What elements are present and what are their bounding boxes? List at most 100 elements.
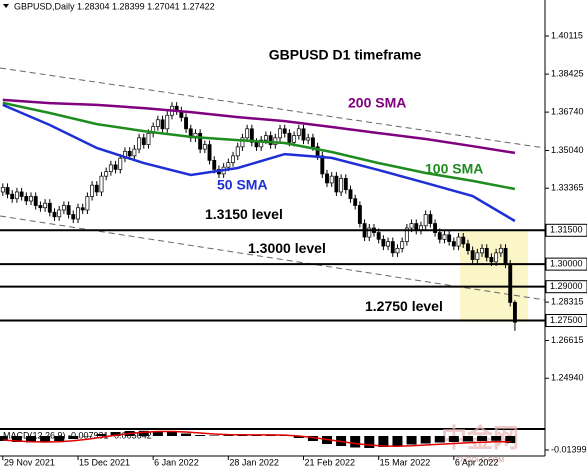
macd-bar <box>110 432 121 436</box>
macd-bar <box>293 436 304 438</box>
watermark-sub: CNGOLD.COM <box>456 457 504 464</box>
highlight-box <box>460 230 528 322</box>
candle-body <box>442 234 447 240</box>
candle-body <box>404 227 409 242</box>
level-label-box <box>545 223 587 237</box>
sma-label: 100 SMA <box>425 161 483 177</box>
macd-bar <box>434 436 445 443</box>
candle-body <box>0 187 5 193</box>
candle-body <box>414 223 419 231</box>
candle-body <box>329 175 334 184</box>
candle-body <box>475 252 480 260</box>
candle-body <box>428 214 433 224</box>
level-label: 1.30000 <box>550 259 583 269</box>
macd-bar <box>350 436 361 448</box>
sma-line <box>2 98 516 155</box>
macd-bar <box>364 436 375 448</box>
candle-body <box>212 160 217 170</box>
candle-body <box>390 241 395 254</box>
candle-body <box>66 205 71 215</box>
candle-body <box>278 128 282 139</box>
level-label-box <box>545 257 587 271</box>
macd-bar <box>406 436 417 445</box>
candle-body <box>14 191 19 200</box>
candle-body <box>480 247 484 254</box>
macd-bar <box>477 436 488 441</box>
level-annotation: 1.2750 level <box>365 298 443 314</box>
candle-body <box>10 193 15 200</box>
candle-body <box>104 171 109 177</box>
candle-body <box>108 164 113 173</box>
candle-body <box>61 205 66 211</box>
candle-body <box>38 205 43 209</box>
candle-body <box>207 144 212 161</box>
candle-body <box>395 247 400 254</box>
x-tick-label: 21 Feb 2022 <box>305 457 356 467</box>
candle-body <box>325 173 329 184</box>
candle-body <box>310 137 315 148</box>
candle-body <box>80 207 85 211</box>
candle-body <box>287 132 292 143</box>
chart-title: GBPUSD D1 timeframe <box>269 47 422 63</box>
macd-bar <box>26 436 37 443</box>
candle-body <box>47 202 52 213</box>
y-tick-label: 1.28315 <box>551 297 584 307</box>
macd-bar <box>96 434 107 436</box>
candle-body <box>249 128 254 143</box>
candle-body <box>43 202 48 209</box>
macd-bar <box>491 436 502 441</box>
sma-line <box>2 101 516 191</box>
y-tick-label: 1.24940 <box>551 373 584 383</box>
candle-body <box>5 187 10 195</box>
candle-body <box>494 252 499 263</box>
candle-body <box>423 214 428 227</box>
candle-body <box>268 135 273 145</box>
macd-bar <box>82 436 93 437</box>
macd-bar <box>40 436 51 442</box>
sma-line <box>2 103 516 223</box>
macd-label: MACD(12,26,9) -0.007931 -0.005642 <box>3 430 152 440</box>
candle-body <box>320 155 325 175</box>
candle-body <box>90 184 95 197</box>
candle-body <box>240 137 245 148</box>
level-label-box <box>545 280 587 294</box>
macd-tick-label: -0.013992 <box>551 444 587 454</box>
candle-body <box>301 128 306 141</box>
level-label-box <box>545 314 587 328</box>
macd-bar <box>462 436 473 442</box>
x-tick-label: 15 Dec 2021 <box>79 457 130 467</box>
candle-body <box>245 128 250 139</box>
y-tick-label: 1.26615 <box>551 335 584 345</box>
candle-body <box>132 148 137 157</box>
y-tick-label: 1.36740 <box>551 106 584 116</box>
y-tick-label: 1.38425 <box>551 68 584 78</box>
candle-body <box>33 196 38 206</box>
candle-body <box>451 241 456 247</box>
candle-body <box>376 232 381 240</box>
candle-body <box>498 247 503 254</box>
y-tick-label: 1.40115 <box>551 30 583 40</box>
candle-body <box>306 137 311 141</box>
trend-line <box>0 67 546 149</box>
candle-body <box>465 243 470 251</box>
macd-bar <box>420 436 431 444</box>
candle-body <box>348 189 353 200</box>
candle-body <box>447 234 452 242</box>
x-tick-label: 15 Mar 2022 <box>380 457 431 467</box>
macd-bar <box>68 436 79 439</box>
macd-bar <box>505 436 516 443</box>
candle-body <box>292 135 297 143</box>
x-tick-label: 6 Jan 2022 <box>154 457 199 467</box>
candle-body <box>254 141 259 148</box>
candle-body <box>353 198 358 206</box>
candle-body <box>489 257 494 263</box>
candle-body <box>146 132 151 145</box>
candle-body <box>409 223 414 229</box>
plot <box>0 98 517 331</box>
macd-bar <box>209 435 220 436</box>
macd-signal <box>2 430 511 447</box>
candle-body <box>85 196 90 211</box>
candle-body <box>202 144 207 150</box>
candle-body <box>118 157 123 170</box>
